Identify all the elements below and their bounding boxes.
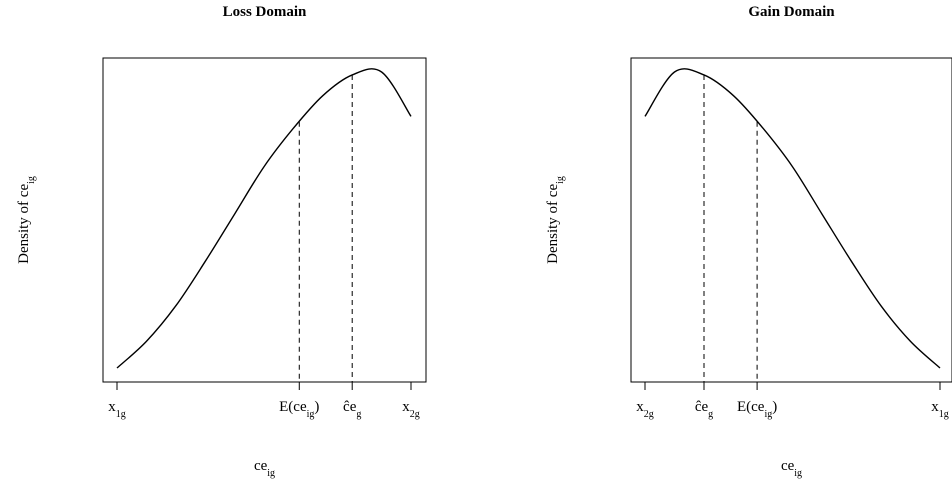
tick-base: x [931, 399, 939, 415]
tick-subscript: ig [764, 409, 772, 420]
x-tick-label: x2g [636, 399, 654, 420]
x-axis-label-subscript: ig [794, 468, 802, 479]
y-axis-label-base: Density of ce [545, 184, 561, 264]
x-tick-label: ĉeg [343, 399, 361, 420]
tick-suffix: ) [772, 399, 777, 415]
y-axis-label-base: Density of ce [16, 184, 32, 264]
x-axis-label-subscript: ig [267, 468, 275, 479]
y-axis-label: Density of ceig [16, 176, 37, 264]
hat-symbol: ĉe [695, 399, 709, 415]
density-curve [116, 68, 412, 369]
x-axis-label: ceig [781, 458, 802, 479]
x-tick-label: x1g [931, 399, 949, 420]
x-axis-label-base: ce [781, 458, 795, 474]
density-curve [644, 68, 941, 369]
x-axis-label-base: ce [254, 458, 268, 474]
y-axis-label: Density of ceig [545, 176, 566, 264]
tick-suffix: ) [314, 399, 319, 415]
tick-base: E(ce [737, 399, 765, 415]
x-tick-label: E(ceig) [737, 399, 777, 420]
y-axis-label-subscript: ig [555, 176, 566, 184]
tick-subscript: g [708, 409, 713, 420]
plot-frame [102, 57, 427, 383]
hat-symbol: ĉe [343, 399, 357, 415]
chart-title: Loss Domain [223, 4, 307, 20]
chart-title: Gain Domain [748, 4, 835, 20]
tick-subscript: 1g [939, 409, 949, 420]
x-tick-label: x1g [108, 399, 126, 420]
x-tick-label: ĉeg [695, 399, 713, 420]
tick-subscript: 1g [116, 409, 126, 420]
tick-subscript: 2g [410, 409, 420, 420]
tick-base: E(ce [279, 399, 307, 415]
tick-base: x [636, 399, 644, 415]
tick-base: x [108, 399, 116, 415]
tick-subscript: ig [307, 409, 315, 420]
tick-base: x [402, 399, 410, 415]
x-tick-label: x2g [402, 399, 420, 420]
tick-subscript: 2g [644, 409, 654, 420]
x-tick-label: E(ceig) [279, 399, 319, 420]
x-axis-label: ceig [254, 458, 275, 479]
y-axis-label-subscript: ig [26, 176, 37, 184]
tick-subscript: g [356, 409, 361, 420]
